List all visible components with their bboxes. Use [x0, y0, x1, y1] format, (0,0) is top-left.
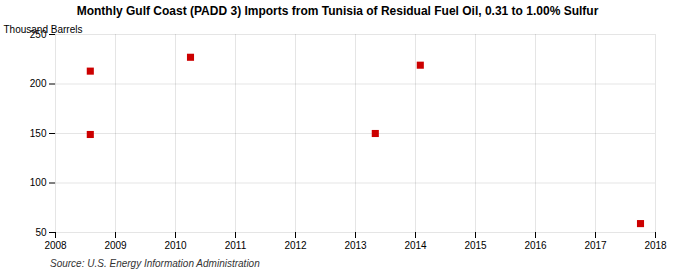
- svg-text:2010: 2010: [164, 240, 187, 251]
- html-text:Source: U.S. Energy Informatio: Source: U.S. Energy Information Administ…: [50, 258, 260, 269]
- svg-text:50: 50: [35, 227, 47, 238]
- svg-text:2016: 2016: [524, 240, 547, 251]
- svg-text:100: 100: [30, 177, 47, 188]
- svg-text:Thousand Barrels: Thousand Barrels: [4, 24, 83, 35]
- svg-text:2011: 2011: [225, 240, 247, 251]
- html-text:Monthly Gulf Coast (PADD 3) Im: Monthly Gulf Coast (PADD 3) Imports from…: [76, 4, 599, 18]
- svg-text:2009: 2009: [104, 240, 127, 251]
- svg-text:2012: 2012: [284, 240, 307, 251]
- svg-text:2013: 2013: [344, 240, 367, 251]
- svg-text:2014: 2014: [404, 240, 427, 251]
- svg-text:150: 150: [30, 128, 47, 139]
- svg-text:2018: 2018: [644, 240, 667, 251]
- svg-text:2008: 2008: [44, 240, 67, 251]
- svg-text:2017: 2017: [584, 240, 607, 251]
- svg-text:2015: 2015: [464, 240, 487, 251]
- svg-text:200: 200: [30, 78, 47, 89]
